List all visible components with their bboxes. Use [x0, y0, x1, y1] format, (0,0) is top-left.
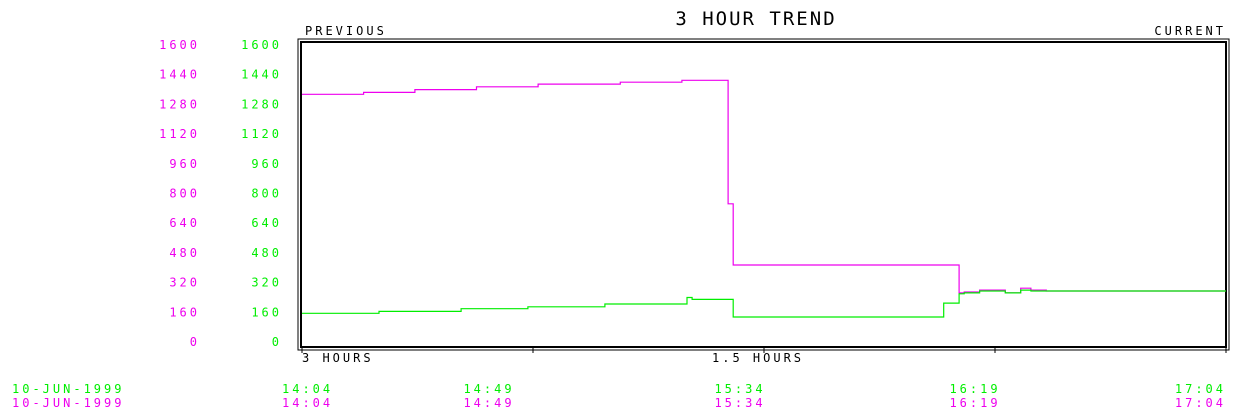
- plot-frame-inner: [300, 41, 1227, 348]
- time-row-time: 14:04: [282, 382, 333, 396]
- time-rows: 10-JUN-1999 14:04 14:49 15:34 16:19 17:04 10-J…: [12, 382, 1226, 410]
- y-tick-label-left: 1600: [159, 38, 200, 52]
- y-tick-label-right: 640: [251, 216, 282, 230]
- y-tick-label-right: 1440: [241, 68, 282, 82]
- time-row-time: 16:19: [949, 396, 1000, 410]
- y-tick-label-left: 800: [169, 187, 200, 201]
- y-tick-label-right: 480: [251, 246, 282, 260]
- time-row-time: 14:04: [282, 396, 333, 410]
- y-tick-label-left: 1440: [159, 68, 200, 82]
- y-tick-label-right: 1120: [241, 127, 282, 141]
- y-tick-label-right: 960: [251, 157, 282, 171]
- time-row-date: 10-JUN-1999: [12, 382, 124, 396]
- y-tick-label-right: 320: [251, 276, 282, 290]
- y-tick-label-right: 160: [251, 305, 282, 319]
- y-tick-label-right: 0: [272, 335, 282, 349]
- chart-title: 3 HOUR TREND: [675, 8, 836, 30]
- series-line-1: [302, 79, 1226, 294]
- axis-label-3-hours: 3 HOURS: [302, 351, 374, 365]
- time-row-time: 14:49: [463, 382, 514, 396]
- series-line-2: [302, 289, 1226, 318]
- time-row-time: 15:34: [714, 382, 765, 396]
- time-row-date: 10-JUN-1999: [12, 396, 124, 410]
- y-tick-label-left: 320: [169, 276, 200, 290]
- y-tick-label-left: 960: [169, 157, 200, 171]
- y-tick-label-left: 480: [169, 246, 200, 260]
- series-group: [302, 79, 1226, 318]
- time-row-time: 17:04: [1175, 396, 1226, 410]
- y-tick-label-left: 1280: [159, 97, 200, 111]
- x-axis-ticks: [301, 347, 1227, 353]
- header-current: CURRENT: [1154, 24, 1226, 38]
- y-tick-label-right: 1600: [241, 38, 282, 52]
- axis-label-1-5-hours: 1.5 HOURS: [712, 351, 804, 365]
- y-tick-label-left: 1120: [159, 127, 200, 141]
- plot-frame-outer: [297, 38, 1230, 351]
- header-previous: PREVIOUS: [305, 24, 387, 38]
- y-tick-label-right: 1280: [241, 97, 282, 111]
- y-tick-label-right: 800: [251, 187, 282, 201]
- y-tick-label-left: 640: [169, 216, 200, 230]
- y-tick-label-left: 160: [169, 305, 200, 319]
- time-row-time: 17:04: [1175, 382, 1226, 396]
- time-row-time: 16:19: [949, 382, 1000, 396]
- time-row-time: 15:34: [714, 396, 765, 410]
- y-tick-label-left: 0: [190, 335, 200, 349]
- time-row-time: 14:49: [463, 396, 514, 410]
